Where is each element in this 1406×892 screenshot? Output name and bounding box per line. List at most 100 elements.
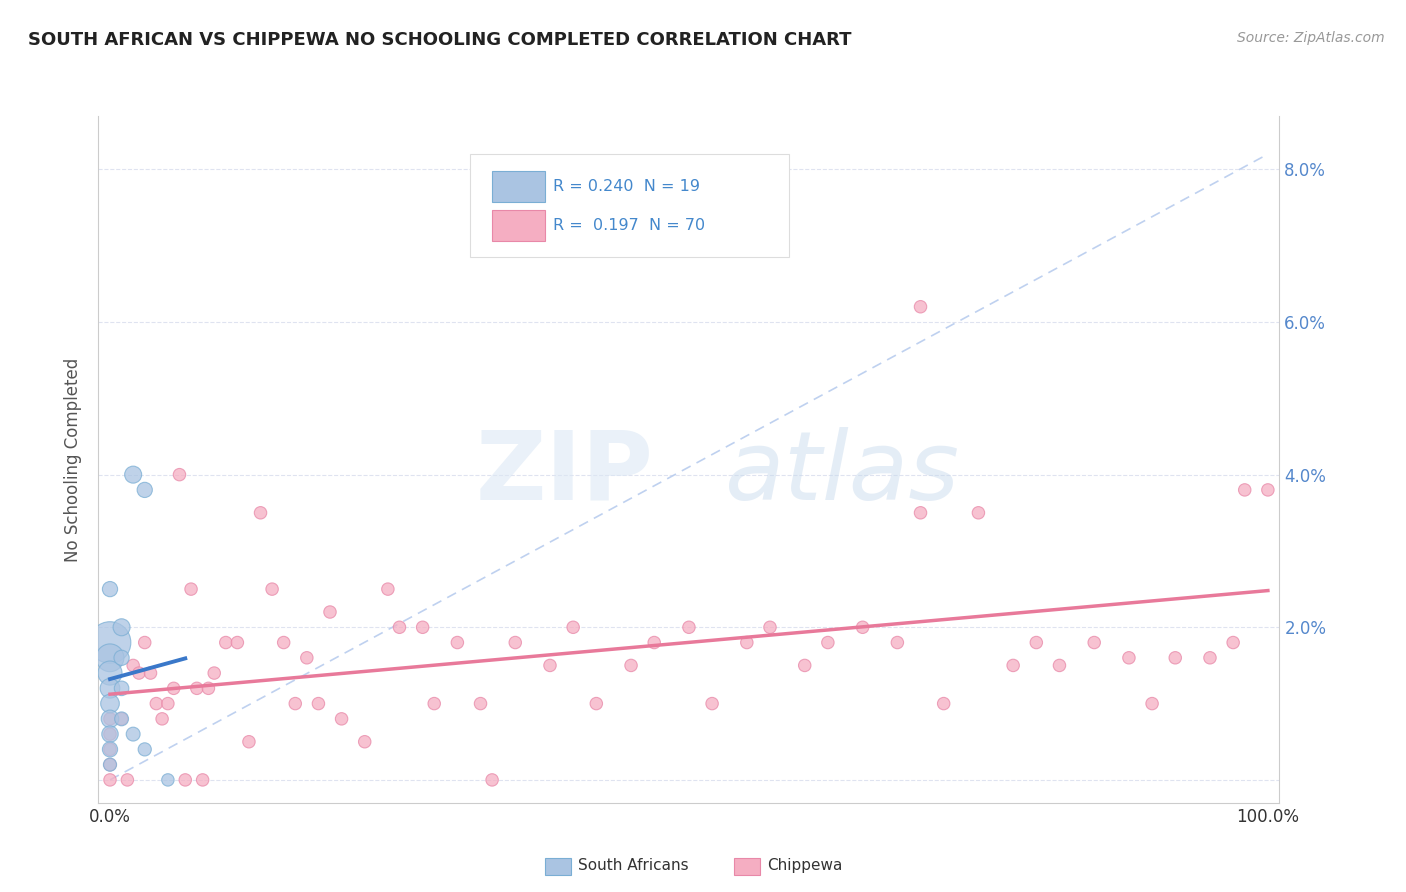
Point: [1049, 658, 1071, 673]
Point: [98, 635, 121, 649]
Point: [388, 620, 411, 634]
Point: [353, 735, 375, 749]
Point: [110, 681, 132, 696]
Point: [98, 666, 121, 681]
Point: [1083, 635, 1105, 649]
Point: [98, 742, 121, 756]
Point: [134, 635, 156, 649]
Point: [98, 757, 121, 772]
Point: [249, 506, 271, 520]
Point: [1257, 483, 1279, 497]
Text: South Africans: South Africans: [578, 858, 689, 873]
Point: [197, 681, 219, 696]
Point: [122, 467, 145, 482]
Point: [967, 506, 990, 520]
Point: [470, 697, 492, 711]
Text: Source: ZipAtlas.com: Source: ZipAtlas.com: [1237, 31, 1385, 45]
FancyBboxPatch shape: [492, 210, 546, 241]
Point: [585, 697, 607, 711]
Point: [1025, 635, 1047, 649]
Point: [110, 620, 132, 634]
Point: [122, 658, 145, 673]
Point: [793, 658, 815, 673]
Point: [169, 467, 191, 482]
Point: [117, 772, 139, 787]
Point: [98, 681, 121, 696]
Point: [562, 620, 585, 634]
Point: [678, 620, 700, 634]
Point: [110, 712, 132, 726]
Point: [98, 757, 121, 772]
Point: [620, 658, 643, 673]
Point: [1233, 483, 1256, 497]
FancyBboxPatch shape: [471, 153, 789, 257]
Text: SOUTH AFRICAN VS CHIPPEWA NO SCHOOLING COMPLETED CORRELATION CHART: SOUTH AFRICAN VS CHIPPEWA NO SCHOOLING C…: [28, 31, 852, 49]
Point: [98, 650, 121, 665]
Point: [98, 727, 121, 741]
Point: [700, 697, 723, 711]
Y-axis label: No Schooling Completed: No Schooling Completed: [65, 358, 83, 561]
Point: [145, 697, 167, 711]
Point: [98, 712, 121, 726]
FancyBboxPatch shape: [492, 171, 546, 202]
Point: [139, 666, 162, 681]
Point: [307, 697, 329, 711]
Point: [330, 712, 353, 726]
Point: [156, 697, 179, 711]
Point: [503, 635, 526, 649]
Point: [98, 712, 121, 726]
Point: [910, 300, 932, 314]
Point: [150, 712, 173, 726]
Point: [1199, 650, 1222, 665]
Point: [735, 635, 758, 649]
Text: atlas: atlas: [724, 426, 959, 520]
Point: [110, 650, 132, 665]
Point: [284, 697, 307, 711]
Point: [180, 582, 202, 596]
Point: [191, 772, 214, 787]
Point: [910, 506, 932, 520]
Point: [817, 635, 839, 649]
Point: [98, 697, 121, 711]
Point: [643, 635, 665, 649]
Text: ZIP: ZIP: [475, 426, 654, 520]
Point: [1164, 650, 1187, 665]
Point: [446, 635, 468, 649]
Point: [423, 697, 446, 711]
Point: [759, 620, 782, 634]
Text: R =  0.197  N = 70: R = 0.197 N = 70: [553, 219, 706, 234]
Point: [295, 650, 318, 665]
Point: [110, 712, 132, 726]
Point: [215, 635, 238, 649]
Point: [852, 620, 875, 634]
Point: [932, 697, 955, 711]
Point: [186, 681, 208, 696]
Point: [128, 666, 150, 681]
Point: [163, 681, 186, 696]
Point: [412, 620, 434, 634]
Point: [377, 582, 399, 596]
Point: [156, 772, 179, 787]
Point: [98, 727, 121, 741]
Point: [202, 666, 225, 681]
Point: [134, 742, 156, 756]
Point: [174, 772, 197, 787]
Point: [538, 658, 561, 673]
Point: [122, 727, 145, 741]
Point: [134, 483, 156, 497]
Point: [226, 635, 249, 649]
Point: [98, 772, 121, 787]
Point: [1002, 658, 1025, 673]
Point: [1118, 650, 1140, 665]
Text: Chippewa: Chippewa: [766, 858, 842, 873]
Point: [273, 635, 295, 649]
Point: [886, 635, 908, 649]
Point: [1222, 635, 1244, 649]
Point: [319, 605, 342, 619]
Point: [1140, 697, 1163, 711]
FancyBboxPatch shape: [734, 858, 759, 875]
Point: [262, 582, 284, 596]
FancyBboxPatch shape: [546, 858, 571, 875]
Point: [481, 772, 503, 787]
Point: [98, 582, 121, 596]
